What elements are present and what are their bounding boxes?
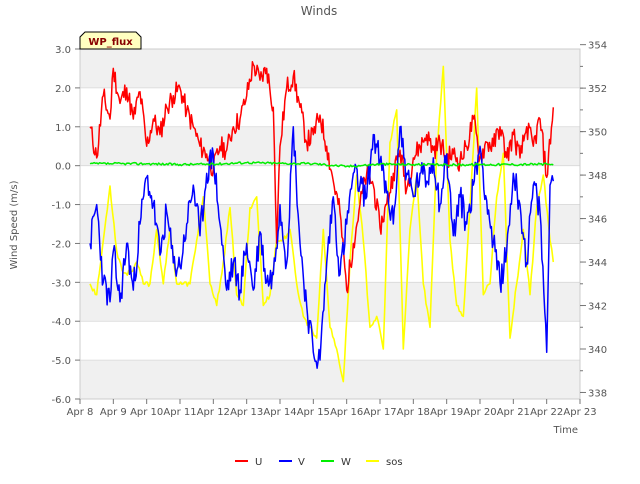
legend: U V W sos bbox=[235, 457, 403, 468]
y-tick-label: 0.0 bbox=[55, 162, 71, 173]
y-axis-label: Wind Speed (m/s) bbox=[9, 180, 20, 269]
y2-tick-label: 344 bbox=[588, 258, 607, 269]
x-tick-label: Apr 15 bbox=[297, 407, 330, 418]
y2-tick-label: 354 bbox=[588, 41, 607, 52]
legend-label-v: V bbox=[298, 457, 305, 468]
y2-tick-label: 340 bbox=[588, 345, 607, 356]
x-tick-label: Apr 18 bbox=[397, 407, 430, 418]
x-axis: Apr 8 Apr 9 Apr 10 Apr 11 Apr 12 Apr 13 Apr 14… bbox=[67, 399, 597, 418]
badge: WP_flux bbox=[79, 31, 142, 50]
series-line-sos bbox=[89, 65, 555, 383]
y-tick-label: 2.0 bbox=[55, 84, 71, 95]
y2-tick-label: 338 bbox=[588, 388, 607, 399]
x-tick-label: Apr 19 bbox=[430, 407, 463, 418]
badge-box bbox=[79, 31, 142, 50]
y-tick-label: -4.0 bbox=[51, 317, 71, 328]
y-axis: 3.0 2.0 1.0 0.0 -1.0 -2.0 -3.0 -4.0 -5.0 -6.0 bbox=[51, 45, 80, 406]
background-band bbox=[80, 360, 580, 399]
x-tick-label: Apr 21 bbox=[497, 407, 530, 418]
background-band bbox=[80, 282, 580, 322]
x-tick-label: Apr 8 bbox=[67, 407, 94, 418]
x-axis-label: Time bbox=[553, 425, 578, 436]
x-tick-label: Apr 20 bbox=[463, 407, 496, 418]
y2-tick-label: 346 bbox=[588, 215, 607, 226]
background-band bbox=[80, 126, 580, 166]
legend-label-u: U bbox=[255, 457, 262, 468]
y-tick-label: -2.0 bbox=[51, 239, 71, 250]
x-tick-label: Apr 17 bbox=[363, 407, 396, 418]
y-tick-label: -5.0 bbox=[51, 356, 71, 367]
series-line-w bbox=[89, 161, 554, 168]
badge-text: WP_flux bbox=[88, 37, 133, 48]
y2-tick-label: 352 bbox=[588, 84, 607, 95]
y2-tick-label: 342 bbox=[588, 302, 607, 313]
x-tick-label: Apr 16 bbox=[330, 407, 363, 418]
x-tick-label: Apr 11 bbox=[163, 407, 196, 418]
y-tick-label: -1.0 bbox=[51, 201, 71, 212]
series-line-u bbox=[89, 61, 555, 294]
x-tick-label: Apr 13 bbox=[230, 407, 263, 418]
x-tick-label: Apr 9 bbox=[100, 407, 127, 418]
x-tick-label: Apr 22 bbox=[530, 407, 563, 418]
y-tick-label: 3.0 bbox=[55, 45, 71, 56]
y-tick-label: 1.0 bbox=[55, 123, 71, 134]
chart-title: Winds bbox=[301, 4, 337, 18]
series-lines bbox=[89, 61, 555, 383]
y-tick-label: -3.0 bbox=[51, 278, 71, 289]
y2-tick-label: 350 bbox=[588, 128, 607, 139]
y2-axis: 338 340 342 344 346 348 350 352 354 bbox=[580, 41, 607, 399]
x-tick-label: Apr 10 bbox=[130, 407, 163, 418]
plot-frame bbox=[79, 48, 581, 400]
series-line-v bbox=[89, 125, 555, 369]
legend-label-w: W bbox=[341, 457, 351, 468]
y2-tick-label: 348 bbox=[588, 171, 607, 182]
x-tick-label: Apr 14 bbox=[263, 407, 296, 418]
y-tick-label: -6.0 bbox=[51, 395, 71, 406]
x-tick-label: Apr 23 bbox=[563, 407, 596, 418]
legend-label-sos: sos bbox=[386, 457, 403, 468]
background-band bbox=[80, 49, 580, 88]
x-tick-label: Apr 12 bbox=[197, 407, 230, 418]
